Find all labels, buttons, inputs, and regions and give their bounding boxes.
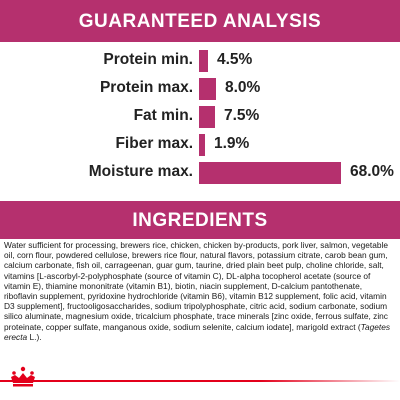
analysis-bar (199, 162, 341, 184)
crown-icon (11, 366, 35, 387)
analysis-label: Fiber max. (115, 135, 193, 152)
analysis-bar (199, 106, 215, 128)
analysis-label: Protein max. (99, 79, 193, 96)
analysis-value: 7.5% (224, 107, 260, 124)
ingredients-text: Water sufficient for processing, brewers… (4, 240, 396, 342)
ingredients-end: L.). (27, 331, 42, 342)
analysis-value: 4.5% (217, 51, 253, 68)
analysis-bar (199, 78, 216, 100)
analysis-value: 68.0% (350, 163, 394, 180)
analysis-row: Fat min. 7.5% (0, 105, 400, 129)
ingredients-heading: INGREDIENTS (0, 201, 400, 239)
analysis-value: 8.0% (225, 79, 261, 96)
analysis-label: Protein min. (103, 51, 193, 68)
analysis-row: Moisture max. 68.0% (0, 161, 400, 185)
analysis-row: Protein max. 8.0% (0, 77, 400, 101)
ingredients-body: Water sufficient for processing, brewers… (4, 240, 388, 332)
analysis-row: Fiber max. 1.9% (0, 133, 400, 157)
guaranteed-analysis-heading: GUARANTEED ANALYSIS (0, 0, 400, 42)
analysis-label: Fat min. (133, 107, 193, 124)
footer-divider-fade (260, 380, 400, 382)
footer-divider (0, 380, 400, 382)
ingredients-latin-name: Tagetes erecta (4, 321, 391, 342)
analysis-label: Moisture max. (88, 163, 193, 180)
analysis-bar (199, 134, 205, 156)
analysis-bar (199, 50, 208, 72)
analysis-row: Protein min. 4.5% (0, 49, 400, 73)
analysis-value: 1.9% (214, 135, 250, 152)
